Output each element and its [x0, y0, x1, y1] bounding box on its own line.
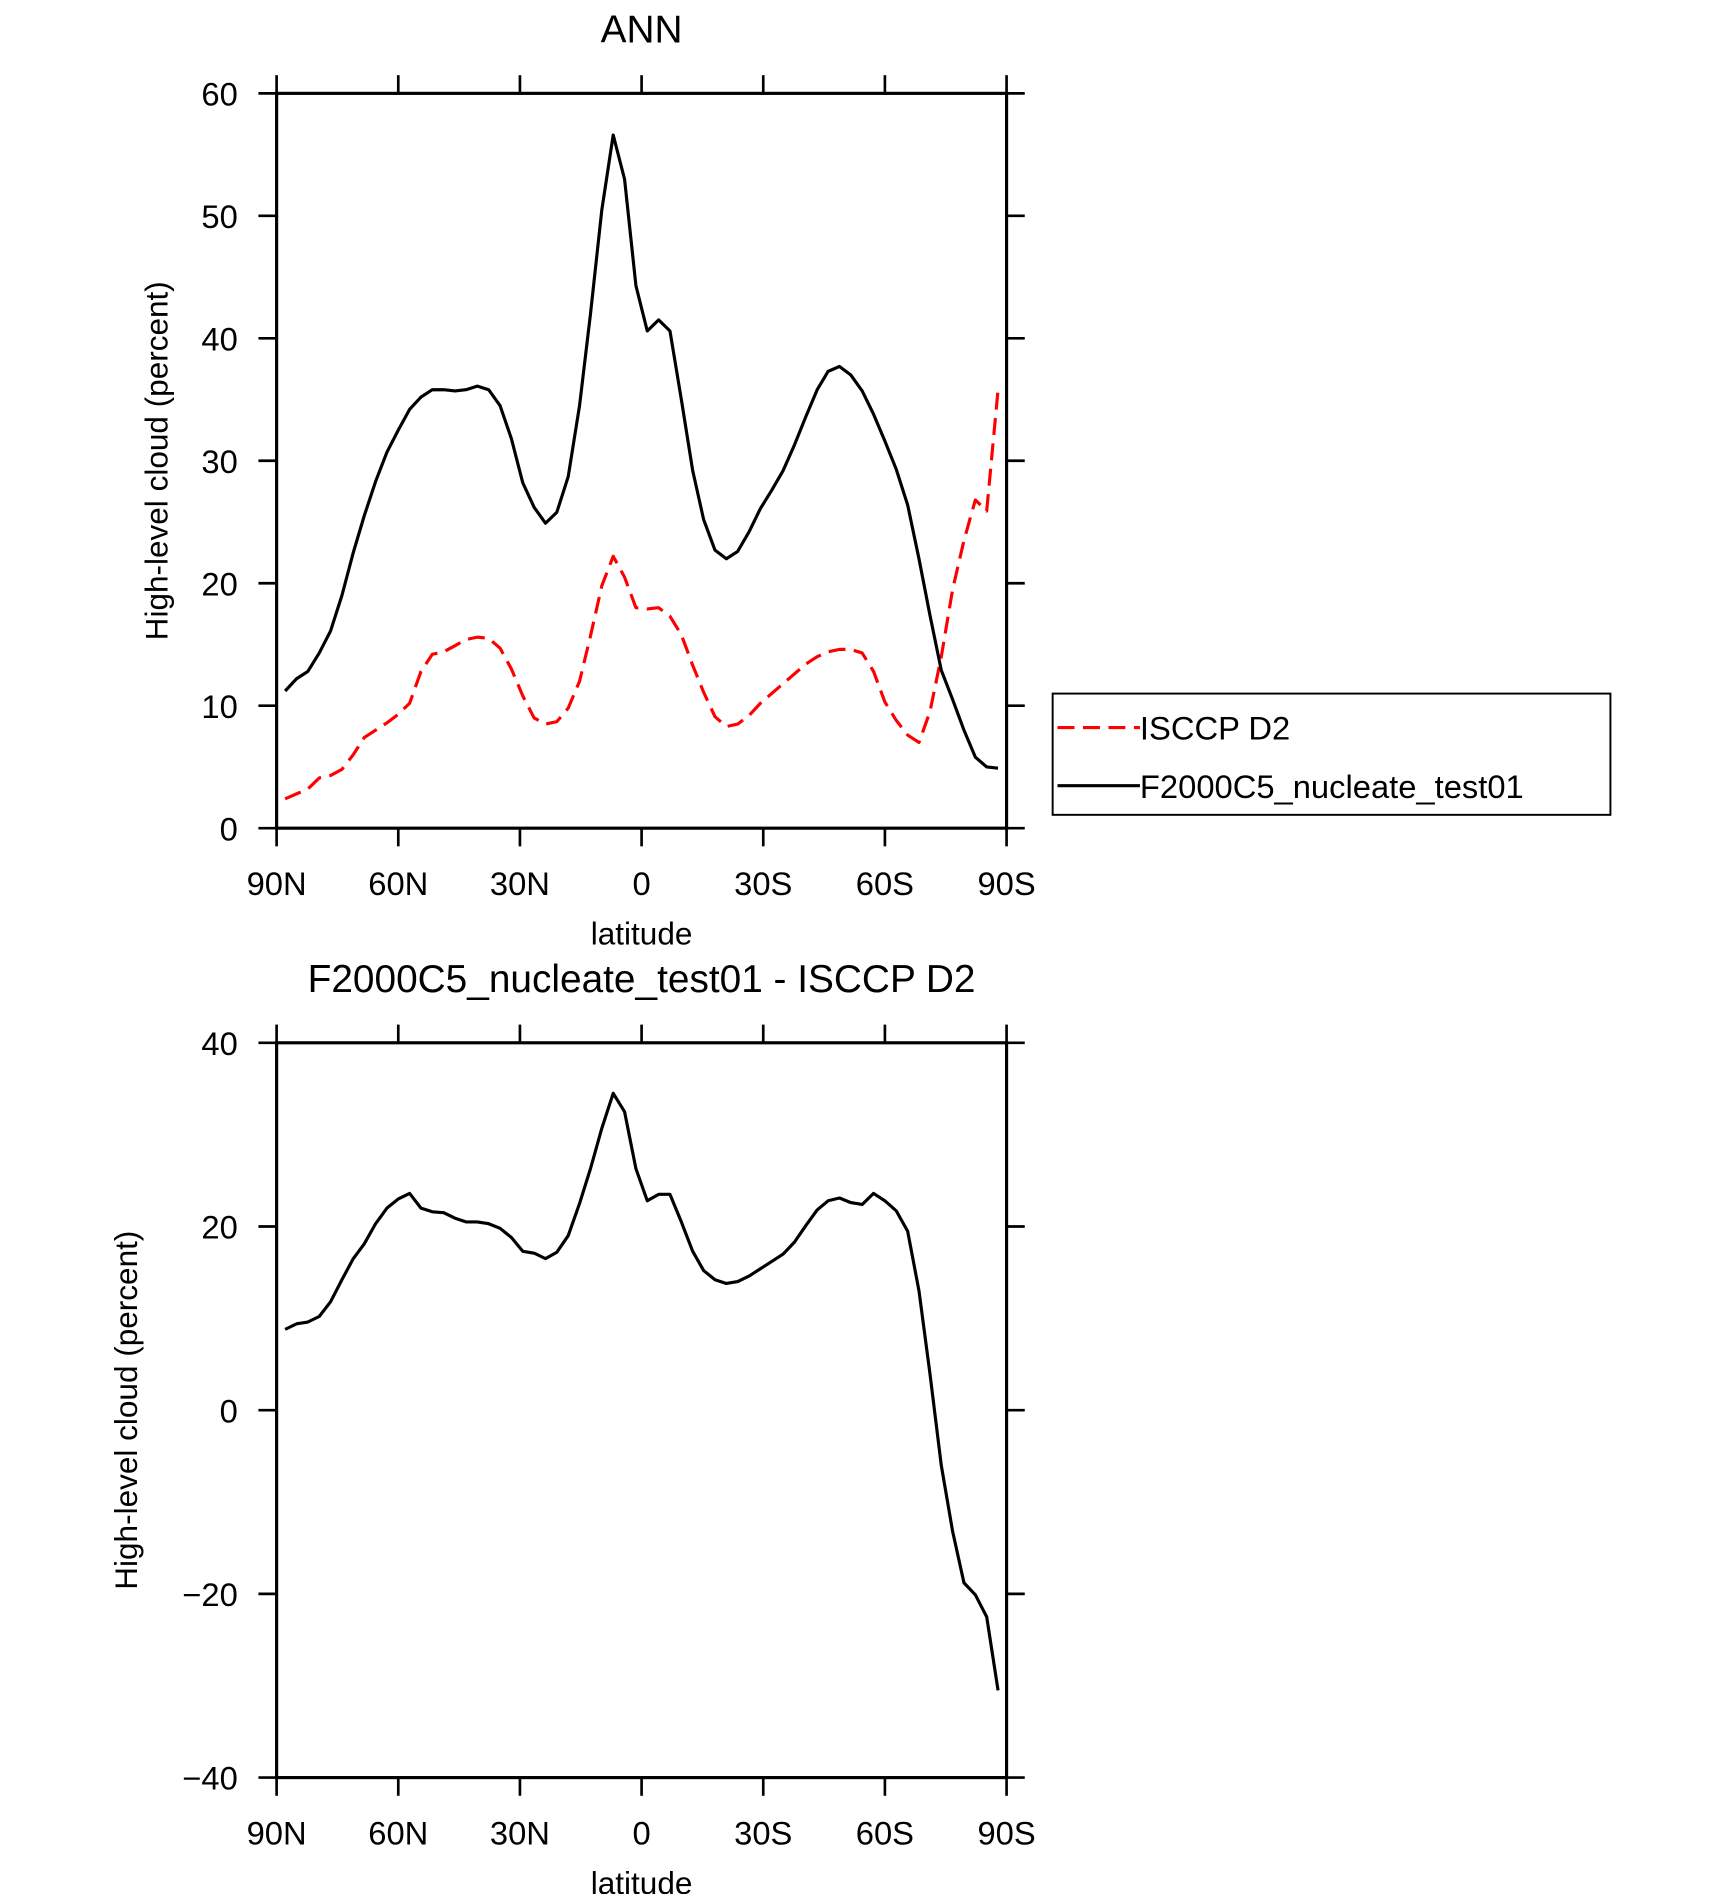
- y-tick-label: 10: [201, 688, 237, 725]
- x-tick-label: 30S: [734, 865, 792, 902]
- data-line: [283, 133, 999, 770]
- y-tick-label: 30: [201, 443, 237, 480]
- x-tick-label: 90S: [977, 865, 1035, 902]
- y-axis-label: High-level cloud (percent): [138, 281, 174, 640]
- x-tick-label: 30N: [490, 865, 550, 902]
- y-tick-label: 0: [220, 1392, 238, 1429]
- data-line: [284, 389, 1000, 801]
- y-tick-label: 0: [220, 810, 238, 847]
- x-tick-label: 60S: [856, 865, 914, 902]
- y-axis-label: High-level cloud (percent): [108, 1231, 144, 1590]
- x-axis-label: latitude: [591, 1865, 693, 1894]
- x-tick-label: 60N: [368, 1814, 428, 1851]
- y-tick-label: 40: [201, 320, 237, 357]
- legend-box: [1051, 692, 1612, 816]
- chart-title: ANN: [601, 8, 683, 51]
- x-tick-label: 90N: [247, 1814, 307, 1851]
- y-tick-label: 20: [201, 565, 237, 602]
- x-tick-label: 60S: [856, 1814, 914, 1851]
- x-tick-label: 60N: [368, 865, 428, 902]
- legend-label: F2000C5_nucleate_test01: [1140, 768, 1524, 805]
- chart-title: F2000C5_nucleate_test01 - ISCCP D2: [308, 958, 976, 1001]
- y-tick-label: 40: [201, 1025, 237, 1062]
- x-tick-label: 30N: [490, 1814, 550, 1851]
- plot-frame: [275, 91, 1009, 830]
- x-axis-label: latitude: [591, 916, 693, 952]
- x-tick-label: 30S: [734, 1814, 792, 1851]
- data-line: [284, 1091, 1000, 1691]
- x-tick-label: 90S: [977, 1814, 1035, 1851]
- legend-label: ISCCP D2: [1140, 710, 1290, 747]
- x-tick-label: 90N: [247, 865, 307, 902]
- y-tick-label: −40: [182, 1760, 238, 1797]
- y-tick-label: 50: [201, 198, 237, 235]
- legend: ISCCP D2 F2000C5_nucleate_test01: [1051, 692, 1612, 816]
- y-tick-label: 20: [201, 1209, 237, 1246]
- y-tick-label: 60: [201, 75, 237, 112]
- y-tick-label: −20: [182, 1576, 238, 1613]
- plot-frame: [275, 1041, 1009, 1780]
- x-tick-label: 0: [632, 1814, 650, 1851]
- x-tick-label: 0: [632, 865, 650, 902]
